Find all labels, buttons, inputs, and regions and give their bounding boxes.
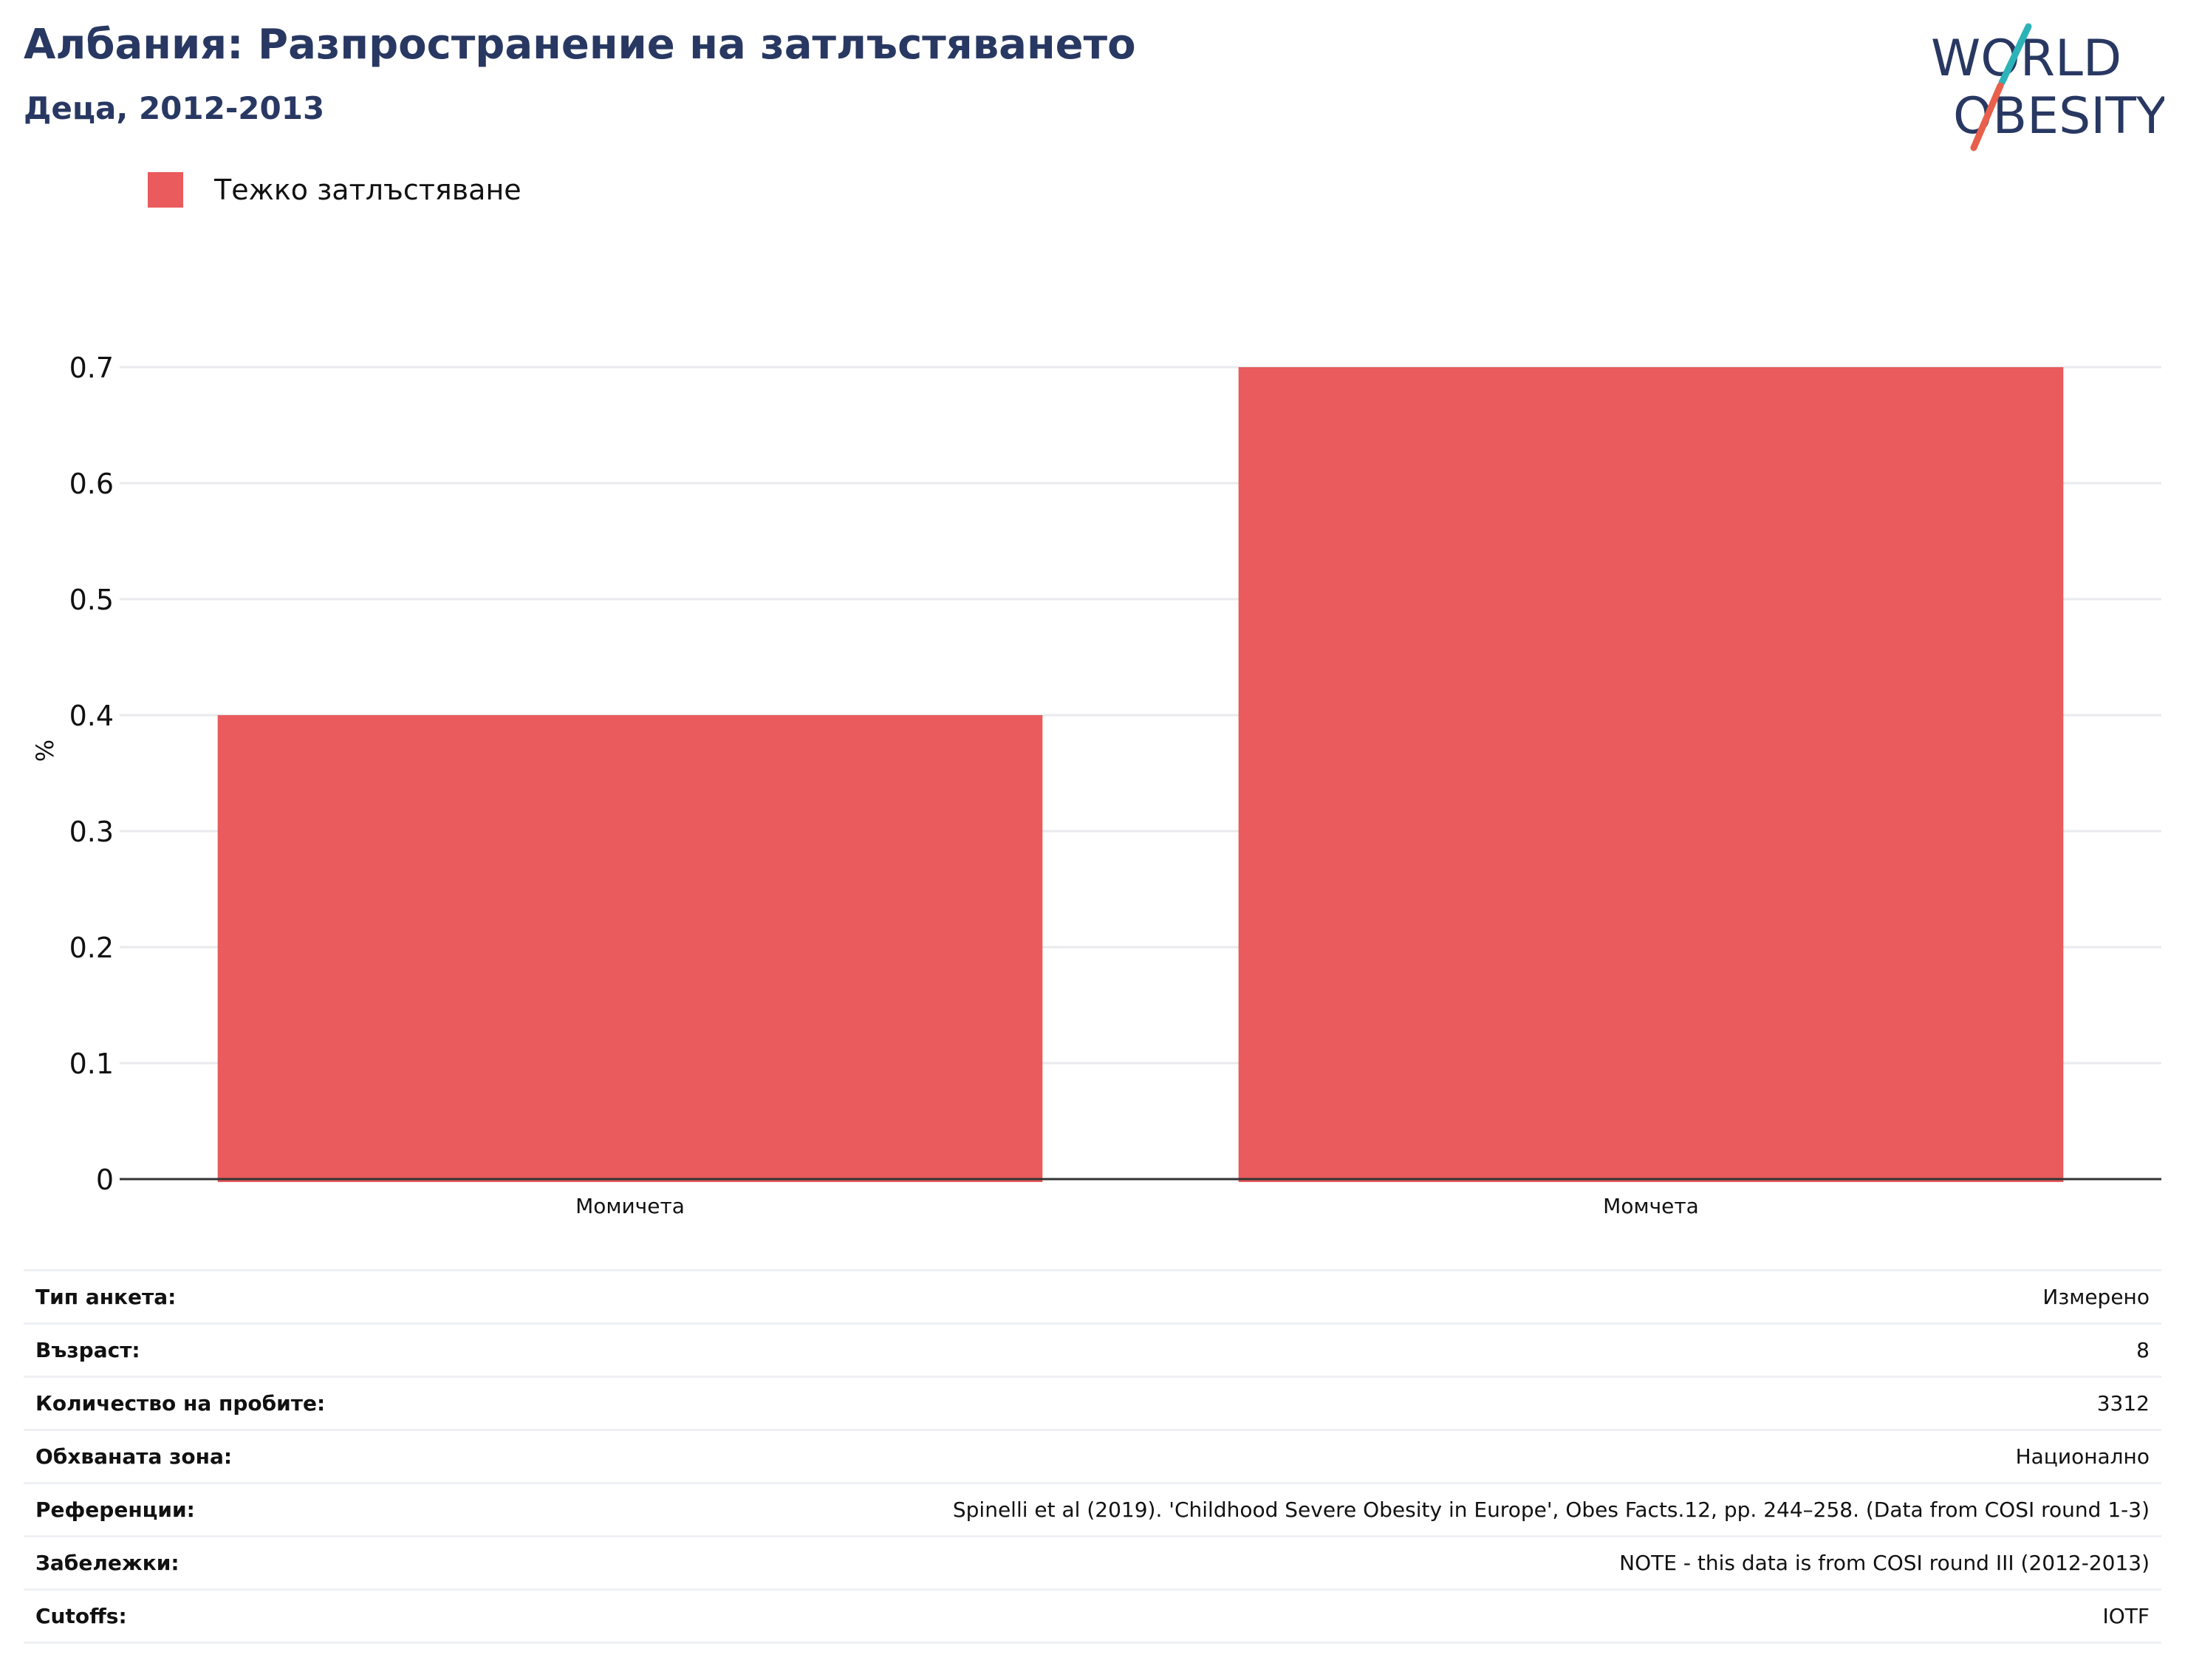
info-label: Тип анкета:	[35, 1285, 177, 1309]
y-axis-label: %	[31, 740, 59, 762]
table-row: Възраст: 8	[24, 1323, 2161, 1377]
bar-chart: 0 0.1 0.2 0.3 0.4 0.5 0.6 0.7% Момичета Момчета	[31, 352, 2161, 1218]
chart-subtitle: Деца, 2012-2013	[24, 90, 325, 126]
bar-2	[1238, 367, 2064, 1182]
table-row: Cutoffs: IOTF	[24, 1589, 2161, 1643]
info-value: NOTE - this data is from COSI round III …	[1619, 1551, 2150, 1575]
table-row: Количество на пробите: 3312	[24, 1376, 2161, 1430]
table-row: Забележки: NOTE - this data is from COSI…	[24, 1536, 2161, 1590]
x-tick-label: Момичета	[575, 1194, 685, 1218]
world-obesity-logo: WORLD OBESITY	[1931, 23, 2164, 151]
y-tick-label: 0.1	[69, 1048, 114, 1080]
legend-label: Тежко затлъстяване	[214, 174, 522, 206]
info-label: Количество на пробите:	[35, 1391, 326, 1416]
x-tick-label: Момчета	[1603, 1194, 1699, 1218]
info-value: 3312	[2096, 1391, 2150, 1416]
info-value: Spinelli et al (2019). 'Childhood Severe…	[952, 1498, 2150, 1522]
y-tick-label: 0.4	[69, 700, 114, 732]
y-tick-label: 0.3	[69, 816, 114, 848]
info-value: Измерено	[2042, 1285, 2150, 1309]
y-tick-label: 0.2	[69, 932, 114, 964]
bar-1	[217, 715, 1043, 1182]
table-row: Обхваната зона: Национално	[24, 1430, 2161, 1483]
logo-slash-red	[1970, 82, 2004, 151]
info-label: Обхваната зона:	[35, 1444, 233, 1469]
table-row: Референции: Spinelli et al (2019). 'Chil…	[24, 1483, 2161, 1537]
legend: Тежко затлъстяване	[148, 171, 522, 208]
logo-line-1: WORLD	[1931, 30, 2121, 88]
y-tick-label: 0.6	[69, 468, 114, 500]
info-label: Cutoffs:	[35, 1604, 127, 1628]
legend-swatch	[148, 172, 183, 208]
y-tick-label: 0.5	[69, 584, 114, 616]
info-value: Национално	[2015, 1444, 2150, 1469]
survey-info-table: Тип анкета: Измерено Възраст: 8 Количест…	[24, 1269, 2161, 1644]
info-value: 8	[2136, 1338, 2150, 1362]
info-label: Забележки:	[35, 1551, 179, 1575]
y-tick-label: 0	[96, 1164, 114, 1196]
logo-slash-teal	[1998, 23, 2032, 86]
info-label: Референции:	[35, 1498, 195, 1522]
y-tick-label: 0.7	[69, 352, 114, 384]
info-label: Възраст:	[35, 1338, 140, 1362]
table-row: Тип анкета: Измерено	[24, 1270, 2161, 1324]
chart-title: Албания: Разпространение на затлъстяване…	[24, 21, 1136, 69]
info-value: IOTF	[2102, 1604, 2150, 1628]
